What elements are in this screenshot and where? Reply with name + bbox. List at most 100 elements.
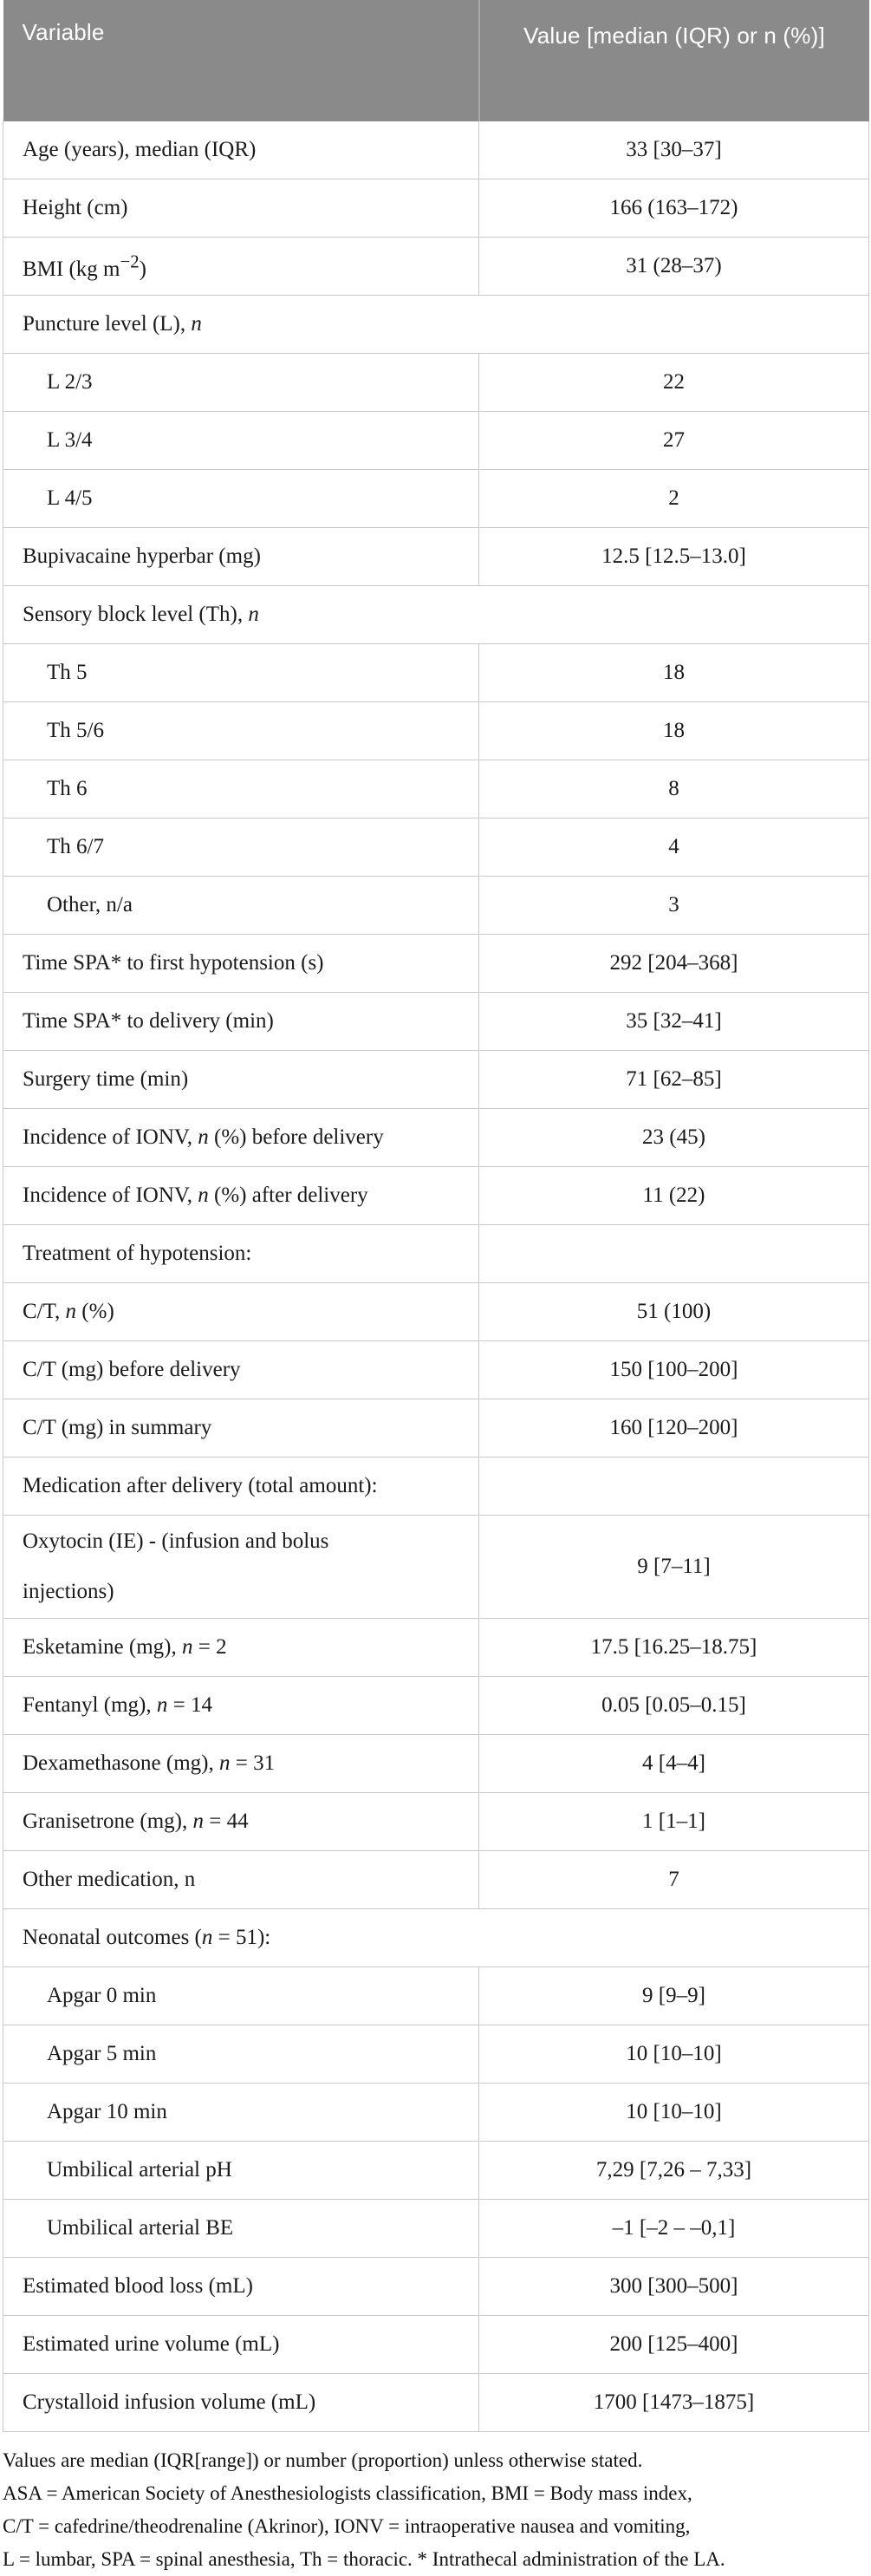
table-row: Other medication, n 7	[3, 1850, 869, 1909]
row-value-cell: –1 [–2 – –0,1]	[478, 2199, 869, 2258]
row-value-cell: 71 [62–85]	[478, 1050, 869, 1109]
row-label-cell: L 4/5	[3, 469, 479, 528]
row-label: Treatment of hypotension:	[23, 1242, 252, 1265]
row-label-cell: Esketamine (mg), n = 2	[3, 1618, 479, 1677]
row-value-cell: 9 [9–9]	[478, 1966, 869, 2025]
table-row: L 4/5 2	[3, 469, 869, 528]
table-header: Variable Value [median (IQR) or n (%)]	[3, 0, 869, 121]
table-row: Dexamethasone (mg), n = 31 4 [4–4]	[3, 1734, 869, 1793]
row-label-cell: Puncture level (L), n	[3, 295, 869, 354]
row-label: Th 5	[47, 661, 88, 684]
table-row: Granisetrone (mg), n = 44 1 [1–1]	[3, 1792, 869, 1851]
row-label-cell: Apgar 0 min	[3, 1966, 479, 2025]
row-label-cell: C/T, n (%)	[3, 1282, 479, 1341]
table-row: Incidence of IONV, n (%) before delivery…	[3, 1108, 869, 1167]
row-label-cell: Incidence of IONV, n (%) after delivery	[3, 1166, 479, 1225]
table-row: Time SPA* to delivery (min) 35 [32–41]	[3, 992, 869, 1051]
row-label: Oxytocin (IE) - (infusion and bolus injec…	[23, 1529, 329, 1603]
row-label: Th 6/7	[47, 835, 104, 858]
table-row: Esketamine (mg), n = 2 17.5 [16.25–18.75…	[3, 1618, 869, 1677]
row-label: Neonatal outcomes (n = 51):	[23, 1926, 271, 1949]
table-row: Age (years), median (IQR) 33 [30–37]	[3, 121, 869, 179]
table-row: Other, n/a 3	[3, 876, 869, 935]
table-row: Bupivacaine hyperbar (mg) 12.5 [12.5–13.…	[3, 527, 869, 586]
row-label-cell: Th 6/7	[3, 818, 479, 877]
table-row: Incidence of IONV, n (%) after delivery …	[3, 1166, 869, 1225]
row-label: Granisetrone (mg), n = 44	[23, 1810, 249, 1833]
row-label: Bupivacaine hyperbar (mg)	[23, 545, 261, 568]
table-row: Surgery time (min) 71 [62–85]	[3, 1050, 869, 1109]
table-row: Sensory block level (Th), n	[3, 585, 869, 644]
table-row: Estimated urine volume (mL) 200 [125–400…	[3, 2315, 869, 2374]
row-label-cell: L 2/3	[3, 353, 479, 412]
row-label-cell: Medication after delivery (total amount)…	[3, 1457, 479, 1516]
patient-data-table-container: Variable Value [median (IQR) or n (%)] A…	[3, 0, 869, 2432]
row-label-cell: L 3/4	[3, 411, 479, 470]
table-row: Medication after delivery (total amount)…	[3, 1457, 869, 1516]
row-label: C/T, n (%)	[23, 1300, 114, 1323]
row-label: Incidence of IONV, n (%) after delivery	[23, 1184, 368, 1207]
table-row: Height (cm) 166 (163–172)	[3, 179, 869, 238]
row-label: Umbilical arterial pH	[47, 2158, 232, 2181]
table-row: Th 6 8	[3, 760, 869, 818]
row-label-cell: C/T (mg) in summary	[3, 1399, 479, 1458]
row-label-cell: Neonatal outcomes (n = 51):	[3, 1908, 869, 1967]
row-label-cell: Th 6	[3, 760, 479, 818]
row-value-cell: 292 [204–368]	[478, 934, 869, 993]
row-label-cell: Age (years), median (IQR)	[3, 121, 479, 179]
footnote-line: C/T = cafedrine/theodrenaline (Akrinor),…	[3, 2515, 691, 2537]
row-value-cell: 9 [7–11]	[478, 1515, 869, 1619]
row-label-cell: Apgar 10 min	[3, 2083, 479, 2142]
row-label-cell: Crystalloid infusion volume (mL)	[3, 2373, 479, 2432]
footnote-line: ASA = American Society of Anesthesiologi…	[3, 2482, 692, 2504]
row-value-cell: 1700 [1473–1875]	[478, 2373, 869, 2432]
row-label-cell: C/T (mg) before delivery	[3, 1340, 479, 1399]
row-label: Dexamethasone (mg), n = 31	[23, 1751, 276, 1775]
row-label: BMI (kg m−2)	[23, 251, 146, 281]
row-value-cell: 3	[478, 876, 869, 935]
row-label-cell: Estimated urine volume (mL)	[3, 2315, 479, 2374]
table-row: Oxytocin (IE) - (infusion and bolus injec…	[3, 1515, 869, 1619]
row-label: Apgar 0 min	[47, 1984, 157, 2007]
patient-data-table: Variable Value [median (IQR) or n (%)] A…	[3, 0, 869, 2432]
column-header-variable: Variable	[3, 0, 479, 121]
table-row: Estimated blood loss (mL) 300 [300–500]	[3, 2257, 869, 2316]
row-label: C/T (mg) before delivery	[23, 1358, 241, 1381]
row-label-cell: Umbilical arterial pH	[3, 2141, 479, 2200]
table-row: L 2/3 22	[3, 353, 869, 412]
row-label: Other, n/a	[47, 893, 133, 916]
row-label: Incidence of IONV, n (%) before delivery	[23, 1125, 384, 1149]
table-row: Treatment of hypotension:	[3, 1224, 869, 1283]
row-label-cell: Granisetrone (mg), n = 44	[3, 1792, 479, 1851]
row-value-cell: 200 [125–400]	[478, 2315, 869, 2374]
footnote-line: Values are median (IQR[range]) or number…	[3, 2449, 643, 2471]
row-label-cell: Th 5	[3, 643, 479, 702]
table-row: Th 5/6 18	[3, 701, 869, 760]
row-value-cell: 160 [120–200]	[478, 1399, 869, 1458]
row-value-cell: 10 [10–10]	[478, 2025, 869, 2084]
row-value-cell: 18	[478, 701, 869, 760]
table-row: Apgar 5 min 10 [10–10]	[3, 2025, 869, 2084]
row-label: Surgery time (min)	[23, 1067, 189, 1091]
row-label: Esketamine (mg), n = 2	[23, 1635, 227, 1659]
row-value-cell: 23 (45)	[478, 1108, 869, 1167]
table-row: Th 5 18	[3, 643, 869, 702]
table-row: L 3/4 27	[3, 411, 869, 470]
row-value-cell: 1 [1–1]	[478, 1792, 869, 1851]
row-label: Time SPA* to first hypotension (s)	[23, 951, 324, 975]
row-label-cell: Height (cm)	[3, 179, 479, 238]
column-header-value: Value [median (IQR) or n (%)]	[478, 0, 869, 121]
row-value-cell: 22	[478, 353, 869, 412]
row-value-cell: 2	[478, 469, 869, 528]
row-label-cell: Fentanyl (mg), n = 14	[3, 1676, 479, 1735]
row-value-cell: 300 [300–500]	[478, 2257, 869, 2316]
table-body: Age (years), median (IQR) 33 [30–37] Hei…	[3, 121, 869, 2432]
row-label: Age (years), median (IQR)	[23, 138, 257, 161]
row-label: Estimated blood loss (mL)	[23, 2274, 253, 2298]
row-label-cell: Time SPA* to first hypotension (s)	[3, 934, 479, 993]
row-value-cell: 166 (163–172)	[478, 179, 869, 238]
row-label: Fentanyl (mg), n = 14	[23, 1693, 212, 1717]
row-label-cell: Sensory block level (Th), n	[3, 585, 869, 644]
row-label: Crystalloid infusion volume (mL)	[23, 2390, 316, 2414]
row-label-cell: Incidence of IONV, n (%) before delivery	[3, 1108, 479, 1167]
